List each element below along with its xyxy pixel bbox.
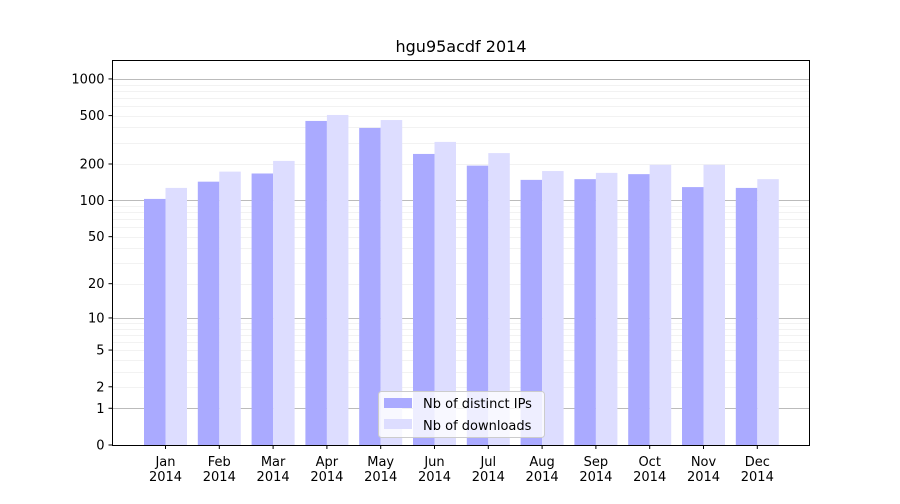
bar-distinct-ips — [413, 153, 435, 445]
y-tick-label: 200 — [80, 158, 105, 173]
legend-label-ips: Nb of distinct IPs — [423, 397, 532, 412]
bars — [144, 114, 779, 446]
chart-title: hgu95acdf 2014 — [396, 37, 527, 56]
bar-distinct-ips — [251, 173, 274, 445]
x-tick-label: Nov 2014 — [687, 455, 720, 485]
bar-distinct-ips — [735, 187, 758, 445]
bar-distinct-ips — [359, 127, 381, 445]
x-tick-label: Mar 2014 — [257, 455, 290, 485]
bar-distinct-ips — [520, 179, 543, 445]
x-tick-label: Oct 2014 — [633, 455, 666, 485]
x-tick-label: Feb 2014 — [203, 455, 236, 485]
bar-downloads — [649, 164, 672, 445]
bar-distinct-ips — [197, 181, 220, 446]
bar-downloads — [542, 171, 564, 445]
y-tick-label: 20 — [88, 277, 105, 292]
legend: Nb of distinct IPs Nb of downloads — [378, 391, 545, 438]
x-tick-label: Jan 2014 — [149, 455, 182, 485]
y-tick-label: 50 — [88, 230, 105, 245]
bar-downloads — [488, 153, 510, 445]
bar-distinct-ips — [144, 198, 166, 445]
bar-downloads — [434, 141, 456, 445]
bar-downloads — [165, 187, 187, 445]
x-tick-label: May 2014 — [364, 455, 397, 485]
y-tick-label: 5 — [96, 344, 104, 359]
y-tick-label: 1 — [96, 402, 104, 417]
bar-downloads — [595, 172, 618, 445]
bar-downloads — [273, 160, 295, 445]
legend-swatch-downloads — [384, 419, 412, 429]
y-axis: 0 1 2 5 10 20 50 100 200 500 1000 — [71, 72, 113, 454]
y-tick-label: 500 — [80, 109, 105, 124]
bar-downloads — [757, 179, 779, 445]
plot-frame — [112, 60, 810, 446]
y-tick-label: 100 — [80, 194, 105, 209]
bar-distinct-ips — [305, 120, 327, 445]
x-tick-label: Jun 2014 — [418, 455, 451, 485]
x-tick-label: Sep 2014 — [579, 455, 612, 485]
x-tick-label: Jul 2014 — [472, 455, 505, 485]
bar-downloads — [219, 171, 241, 445]
x-axis: Jan 2014 Feb 2014 Mar 2014 Apr 2014 May 2014 Jun 20… — [149, 445, 774, 485]
bar-distinct-ips — [574, 179, 596, 445]
bar-downloads — [380, 120, 403, 446]
bar-downloads — [703, 164, 725, 445]
legend-swatch-ips — [384, 398, 412, 408]
x-tick-label: Dec 2014 — [741, 455, 774, 485]
x-tick-label: Aug 2014 — [526, 455, 559, 485]
bar-downloads — [326, 114, 349, 446]
y-tick-label: 0 — [96, 439, 104, 454]
y-tick-label: 10 — [88, 311, 105, 326]
legend-box — [378, 391, 545, 438]
y-tick-label: 1000 — [71, 72, 104, 87]
y-tick-label: 2 — [96, 380, 104, 395]
bar-distinct-ips — [682, 187, 704, 446]
x-tick-label: Apr 2014 — [310, 455, 343, 485]
bar-distinct-ips — [466, 165, 489, 445]
legend-label-downloads: Nb of downloads — [423, 419, 532, 434]
bar-distinct-ips — [628, 174, 650, 445]
